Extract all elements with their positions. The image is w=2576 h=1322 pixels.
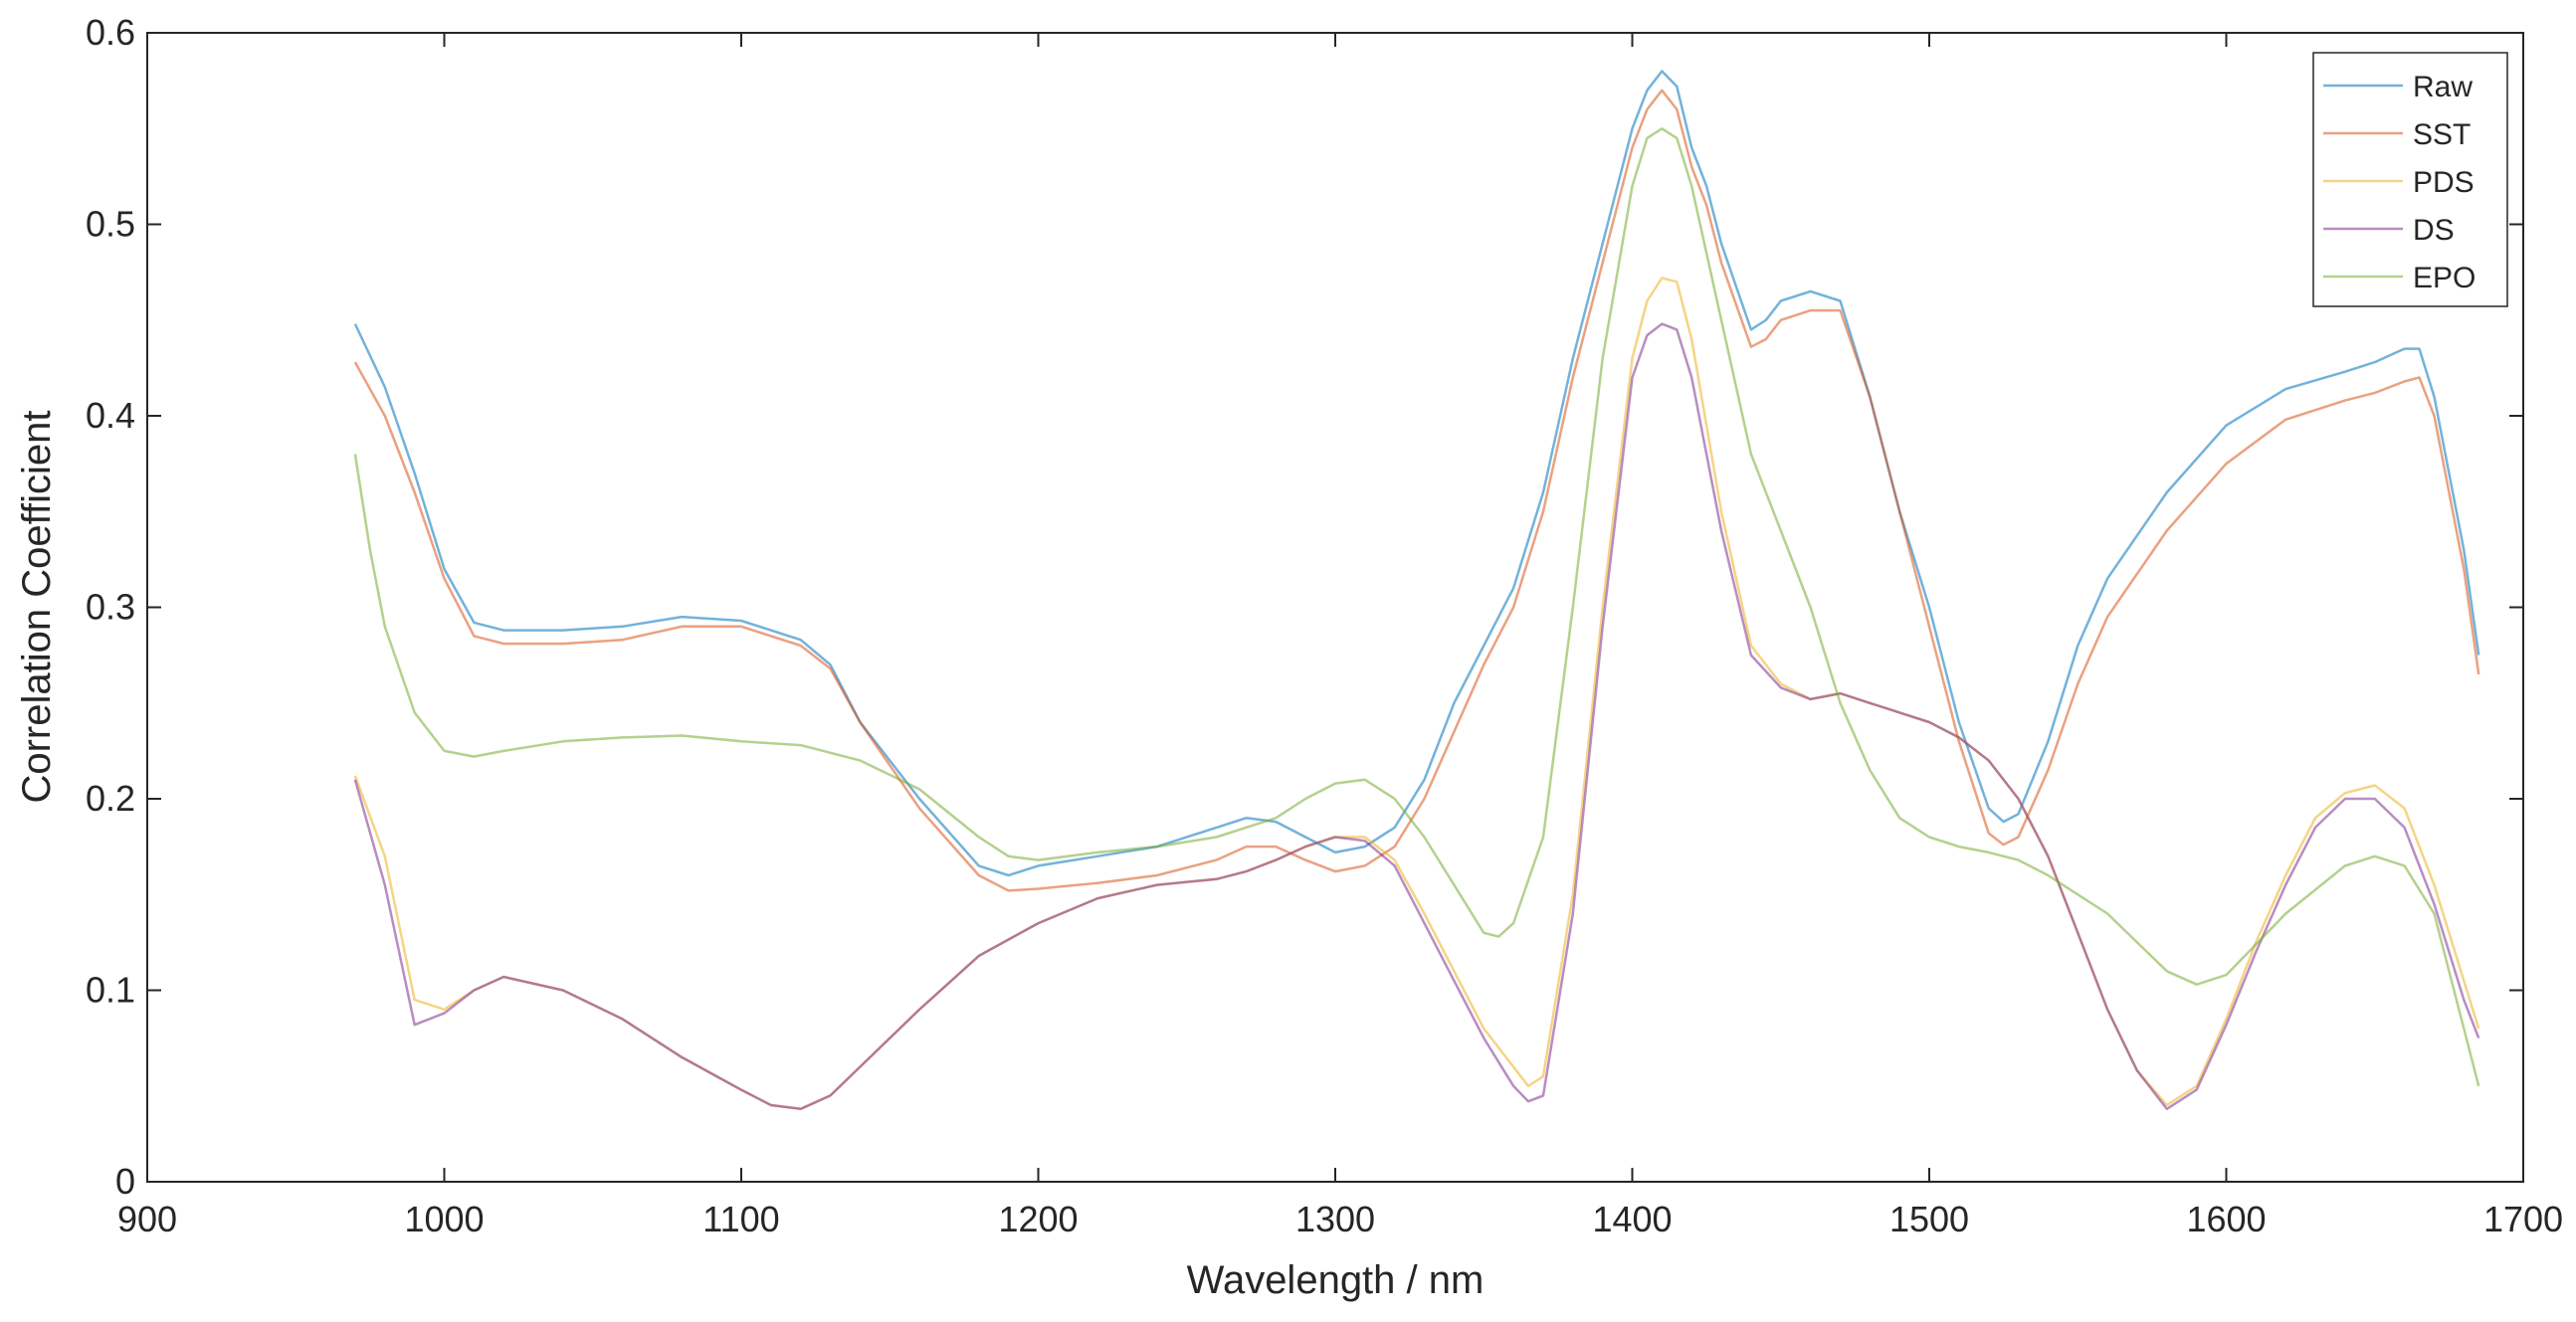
legend-label-pds: PDS: [2413, 166, 2475, 199]
series-line-epo: [353, 127, 2480, 1087]
x-axis: 900 1000 1100 1200 1300 1400 1500 1600 1700: [117, 33, 2563, 1239]
y-tick-label: 0.6: [86, 12, 135, 53]
legend-label-sst: SST: [2413, 118, 2471, 151]
legend-label-ds: DS: [2413, 214, 2455, 247]
legend-label-raw: Raw: [2413, 71, 2473, 103]
series-line-sst: [353, 89, 2480, 892]
plot-area-background: [147, 33, 2523, 1182]
x-tick-label: 1100: [702, 1199, 779, 1239]
x-tick-label: 1300: [1295, 1199, 1375, 1239]
series-line-raw: [353, 70, 2480, 877]
x-tick-label: 1500: [1889, 1199, 1969, 1239]
x-axis-title: Wavelength / nm: [1187, 1258, 1485, 1302]
plot-lines: [353, 70, 2480, 1111]
y-tick-label: 0.3: [86, 587, 135, 628]
y-tick-label: 0: [115, 1161, 135, 1202]
x-tick-label: 1400: [1592, 1199, 1672, 1239]
y-tick-label: 0.2: [86, 778, 135, 819]
legend-label-epo: EPO: [2413, 262, 2476, 294]
x-tick-label: 1200: [998, 1199, 1078, 1239]
legend-box: [2312, 52, 2508, 307]
x-tick-label: 1700: [2483, 1199, 2563, 1239]
legend: Raw SST PDS DS EPO: [2312, 52, 2508, 307]
x-tick-label: 900: [117, 1199, 177, 1239]
y-tick-label: 0.4: [86, 395, 135, 436]
y-axis-title: Correlation Coefficient: [15, 410, 59, 803]
x-tick-label: 1600: [2186, 1199, 2266, 1239]
y-tick-label: 0.5: [86, 204, 135, 245]
series-line-ds: [353, 322, 2480, 1111]
y-tick-label: 0.1: [86, 970, 135, 1011]
plot-area-frame: [146, 32, 2524, 1183]
x-tick-label: 1000: [404, 1199, 484, 1239]
